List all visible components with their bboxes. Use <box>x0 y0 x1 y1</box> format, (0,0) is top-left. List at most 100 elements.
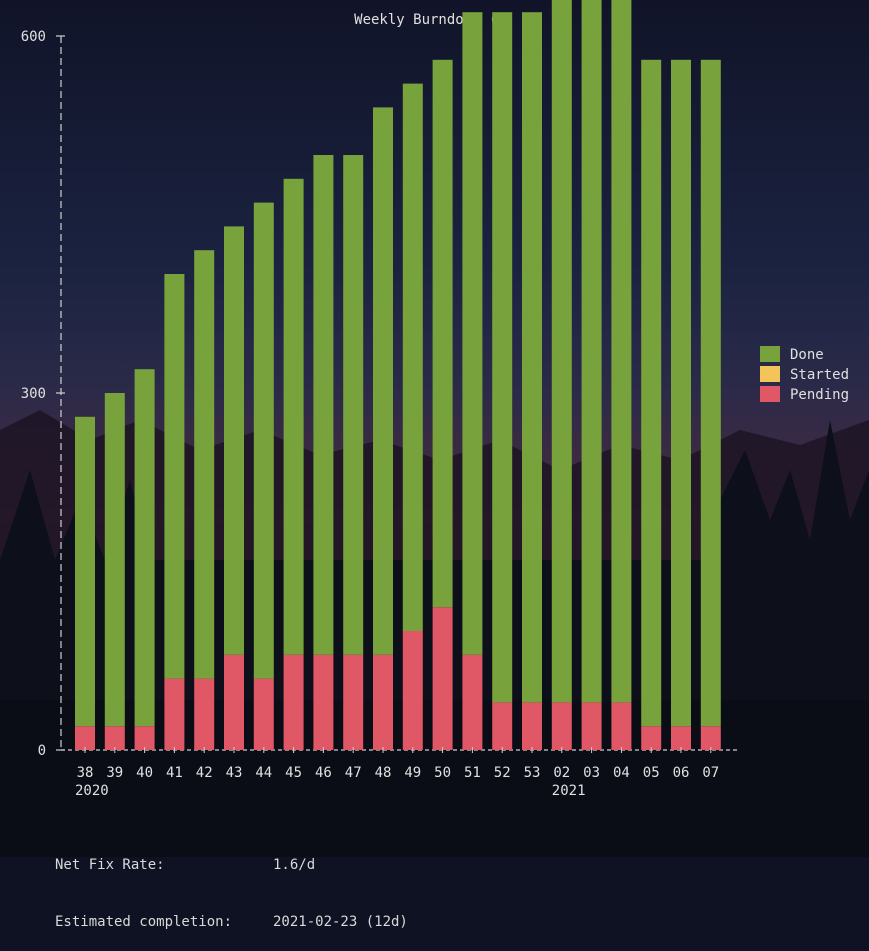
x-tick-label: 38 <box>77 765 94 781</box>
bar-pending <box>462 654 483 750</box>
bar-stack <box>432 59 453 750</box>
bar-stack <box>581 0 602 750</box>
bar-done <box>700 59 721 727</box>
bar-stack <box>164 274 185 750</box>
legend-swatch <box>760 386 780 402</box>
legend-item-done: Done <box>760 346 824 363</box>
x-tick-label: 45 <box>285 765 302 781</box>
legend-label: Done <box>790 347 824 363</box>
legend: Done Started Pending <box>760 346 849 403</box>
bar-stack <box>551 0 572 750</box>
bar-pending <box>343 654 364 750</box>
bar-stack <box>343 155 364 750</box>
bar-done <box>611 0 632 703</box>
bar-pending <box>402 631 423 750</box>
x-tick-label: 41 <box>166 765 183 781</box>
x-tick-label: 06 <box>673 765 690 781</box>
bar-stack <box>283 178 304 750</box>
bar-stack <box>402 83 423 750</box>
bar-stack <box>253 202 274 750</box>
bar-done <box>253 202 274 679</box>
x-tick-label: 40 <box>136 765 153 781</box>
y-tick-label: 600 <box>21 29 46 45</box>
bar-pending <box>611 702 632 750</box>
legend-swatch <box>760 366 780 382</box>
x-tick-label: 53 <box>524 765 541 781</box>
bar-stack <box>641 59 662 750</box>
bar-done <box>641 59 662 727</box>
x-tick-label: 39 <box>106 765 123 781</box>
bar-stack <box>492 12 513 750</box>
bar-done <box>551 0 572 703</box>
legend-item-pending: Pending <box>760 386 849 403</box>
bar-stack <box>313 155 334 750</box>
x-tick-label: 51 <box>464 765 481 781</box>
bar-done <box>75 416 95 727</box>
bar-stack <box>611 0 632 750</box>
bar-pending <box>75 726 95 750</box>
bar-done <box>164 274 185 679</box>
x-tick-label: 48 <box>375 765 392 781</box>
x-tick-label: 52 <box>494 765 511 781</box>
bar-done <box>224 226 244 655</box>
bar-done <box>343 155 364 655</box>
bar-pending <box>641 726 662 750</box>
bar-done <box>462 12 483 655</box>
bar-pending <box>551 702 572 750</box>
legend-label: Started <box>790 367 849 383</box>
bar-stack <box>194 250 215 750</box>
bar-done <box>522 12 542 703</box>
x-tick-label: 47 <box>345 765 362 781</box>
bar-stack <box>134 369 155 750</box>
bar-done <box>134 369 155 727</box>
net-fix-rate-row: Net Fix Rate: 1.6/d <box>55 856 408 875</box>
bar-stack <box>104 393 125 750</box>
x-tick-label: 50 <box>434 765 451 781</box>
bar-stack <box>224 226 244 750</box>
x-tick-label: 04 <box>613 765 630 781</box>
bar-done <box>194 250 215 679</box>
legend-item-started: Started <box>760 366 849 383</box>
bar-done <box>373 107 393 655</box>
bar-pending <box>522 702 542 750</box>
legend-swatch <box>760 346 780 362</box>
bar-pending <box>194 678 215 750</box>
bar-done <box>432 59 453 608</box>
bar-stack <box>700 59 721 750</box>
x-tick-label: 05 <box>643 765 660 781</box>
bar-pending <box>581 702 602 750</box>
bar-done <box>581 0 602 703</box>
stats-panel: Net Fix Rate: 1.6/d Estimated completion:… <box>55 818 408 951</box>
bar-pending <box>104 726 125 750</box>
bar-done <box>402 83 423 632</box>
net-fix-rate-label: Net Fix Rate: <box>55 857 165 873</box>
bar-pending <box>700 726 721 750</box>
bar-pending <box>313 654 334 750</box>
bar-stack <box>373 107 393 750</box>
bar-pending <box>164 678 185 750</box>
year-label: 2020 <box>75 783 109 799</box>
x-tick-label: 46 <box>315 765 332 781</box>
x-tick-label: 43 <box>226 765 243 781</box>
bar-pending <box>224 654 244 750</box>
axes: 0 300 600 <box>21 29 738 759</box>
bar-pending <box>134 726 155 750</box>
x-tick-label: 07 <box>702 765 719 781</box>
bars <box>75 0 721 750</box>
year-label: 2021 <box>552 783 586 799</box>
estimated-completion-label: Estimated completion: <box>55 914 233 930</box>
bar-pending <box>432 607 453 750</box>
bar-done <box>104 393 125 727</box>
bar-done <box>671 59 691 727</box>
bar-pending <box>283 654 304 750</box>
bar-stack <box>522 12 542 750</box>
bar-pending <box>373 654 393 750</box>
bar-pending <box>253 678 274 750</box>
x-tick-label: 42 <box>196 765 213 781</box>
x-tick-label: 02 <box>553 765 570 781</box>
x-tick-label: 03 <box>583 765 600 781</box>
chart-title: Weekly Burndown () <box>354 12 506 28</box>
x-tick-labels: 38 39 40 41 42 43 44 45 46 47 48 49 50 51 52 53 02 03 04 05… <box>75 747 719 799</box>
estimated-completion-row: Estimated completion: 2021-02-23 (12d) <box>55 913 408 932</box>
bar-done <box>313 155 334 655</box>
